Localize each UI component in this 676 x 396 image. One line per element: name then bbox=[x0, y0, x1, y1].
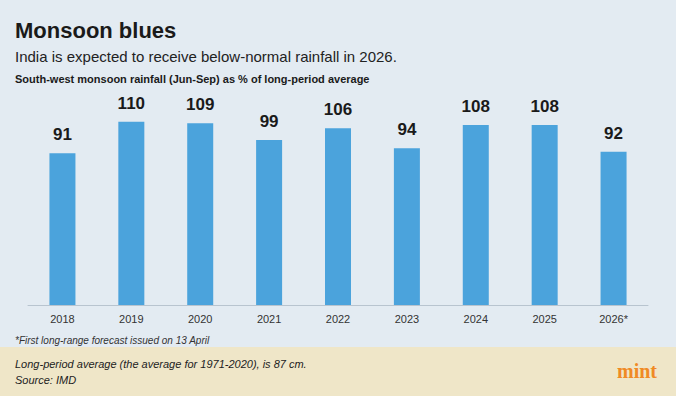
svg-text:108: 108 bbox=[530, 97, 558, 116]
svg-text:mint: mint bbox=[617, 360, 657, 382]
svg-text:Long-period average (the avera: Long-period average (the average for 197… bbox=[15, 358, 307, 370]
svg-text:110: 110 bbox=[118, 94, 145, 113]
svg-text:*First long-range forecast iss: *First long-range forecast issued on 13 … bbox=[15, 335, 210, 346]
svg-text:Monsoon blues: Monsoon blues bbox=[15, 18, 176, 43]
svg-text:94: 94 bbox=[397, 120, 416, 139]
svg-text:2026*: 2026* bbox=[599, 313, 628, 325]
svg-text:2019: 2019 bbox=[119, 313, 143, 325]
svg-text:2018: 2018 bbox=[50, 313, 74, 325]
svg-text:India is expected to receive b: India is expected to receive below-norma… bbox=[15, 48, 397, 65]
svg-text:109: 109 bbox=[186, 95, 214, 114]
svg-text:South-west monsoon rainfall (J: South-west monsoon rainfall (Jun-Sep) as… bbox=[15, 73, 369, 85]
svg-text:Source: IMD: Source: IMD bbox=[15, 374, 76, 386]
svg-text:2024: 2024 bbox=[464, 313, 488, 325]
svg-text:108: 108 bbox=[462, 97, 490, 116]
svg-text:106: 106 bbox=[324, 100, 352, 119]
svg-text:2020: 2020 bbox=[188, 313, 212, 325]
svg-text:2023: 2023 bbox=[395, 313, 419, 325]
svg-text:2025: 2025 bbox=[532, 313, 556, 325]
svg-text:2022: 2022 bbox=[326, 313, 350, 325]
svg-text:2021: 2021 bbox=[257, 313, 281, 325]
svg-text:91: 91 bbox=[53, 125, 72, 144]
svg-text:99: 99 bbox=[260, 112, 279, 131]
svg-text:92: 92 bbox=[604, 124, 623, 143]
